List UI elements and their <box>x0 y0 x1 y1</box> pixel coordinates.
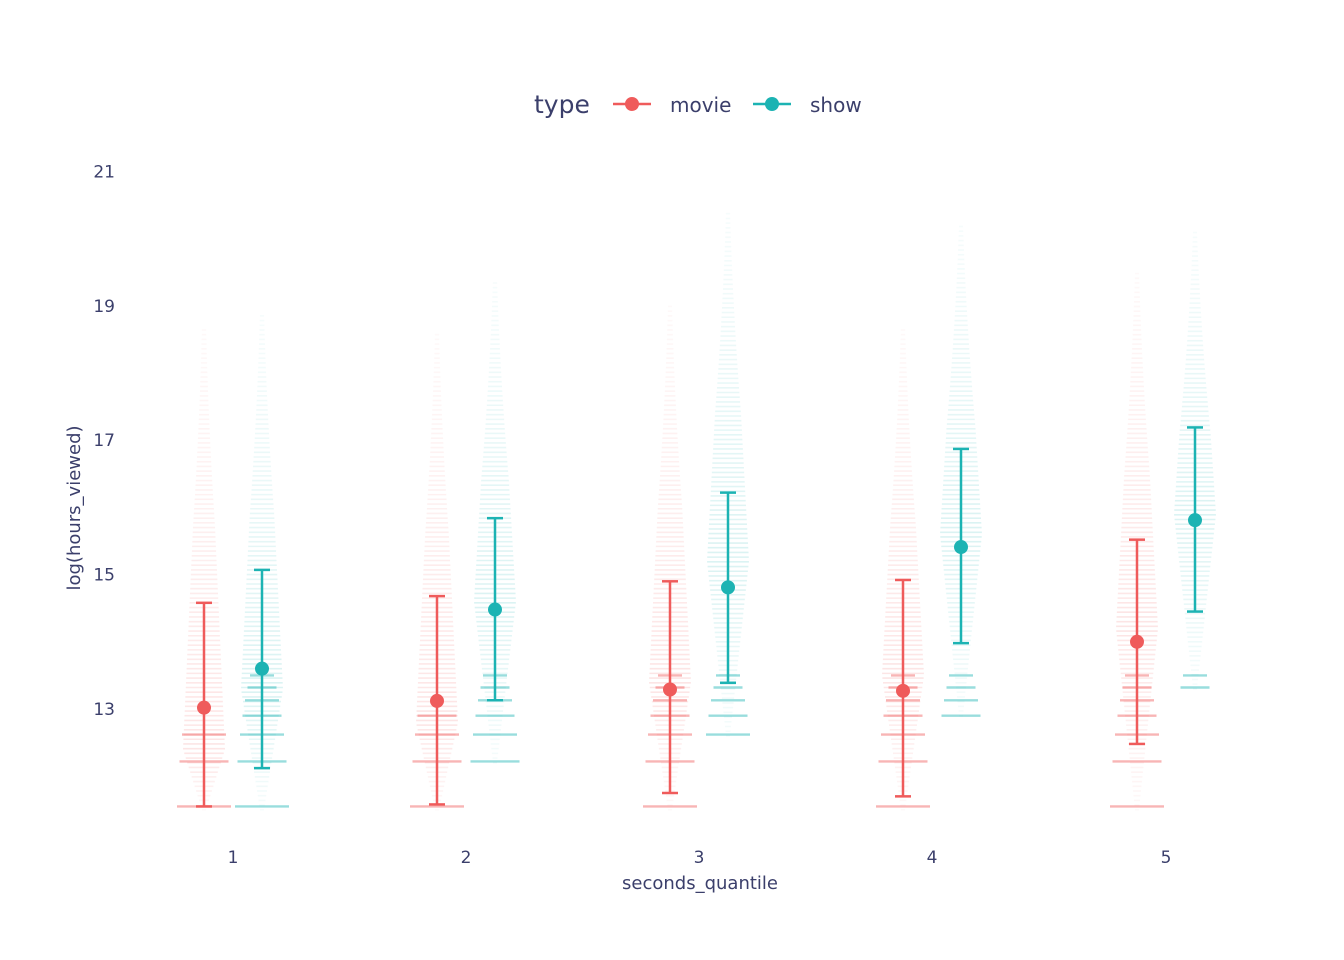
y-tick-label: 21 <box>93 162 115 182</box>
legend-marker <box>625 97 639 111</box>
y-tick-label: 17 <box>93 431 115 451</box>
legend-item-movie[interactable]: movie <box>613 93 731 117</box>
error-bars <box>196 426 1203 808</box>
point-movie-2 <box>430 693 444 708</box>
point-movie-4 <box>896 683 910 698</box>
legend-item-show[interactable]: show <box>753 93 862 117</box>
mean-points <box>197 513 1202 715</box>
point-show-2 <box>488 602 502 617</box>
point-show-5 <box>1188 513 1202 528</box>
point-movie-1 <box>197 700 211 715</box>
legend-title: type <box>534 90 590 119</box>
x-tick-label: 1 <box>228 848 239 868</box>
x-tick-label: 5 <box>1161 848 1172 868</box>
x-axis-ticks: 1 2 3 4 5 <box>228 848 1172 868</box>
point-movie-3 <box>663 682 677 697</box>
x-tick-label: 4 <box>927 848 938 868</box>
y-tick-label: 15 <box>93 566 115 586</box>
jitter-clouds <box>177 212 1216 811</box>
cloud-movie-5 <box>1110 272 1164 811</box>
x-tick-label: 3 <box>694 848 705 868</box>
legend-label: movie <box>670 93 731 117</box>
point-movie-5 <box>1130 634 1144 649</box>
y-axis-ticks: 13 15 17 19 21 <box>93 162 115 720</box>
point-show-3 <box>721 580 735 595</box>
y-tick-label: 13 <box>93 700 115 720</box>
x-tick-label: 2 <box>461 848 472 868</box>
y-axis-title: log(hours_viewed) <box>64 425 85 590</box>
point-show-4 <box>954 540 968 555</box>
legend: type movie show <box>534 90 862 119</box>
y-tick-label: 19 <box>93 297 115 317</box>
legend-label: show <box>810 93 862 117</box>
point-show-1 <box>255 661 269 676</box>
legend-marker <box>765 97 779 111</box>
x-axis-title: seconds_quantile <box>622 873 778 894</box>
